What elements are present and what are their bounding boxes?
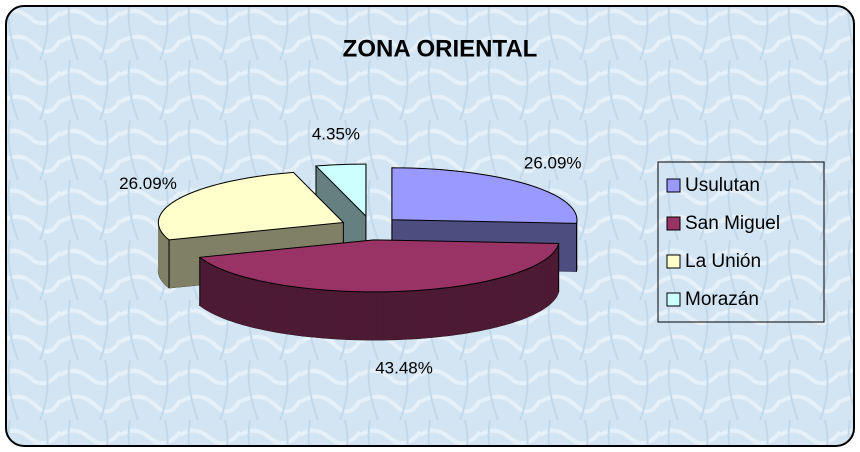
slice-side [456, 285, 462, 335]
legend-swatch [666, 178, 681, 193]
slice-side [355, 291, 362, 341]
slice-side [470, 282, 477, 333]
legend [657, 161, 825, 323]
slice-side [441, 287, 448, 337]
slice-side [540, 260, 543, 312]
slice-side [404, 290, 411, 340]
slice-side [537, 262, 541, 313]
slice [157, 171, 345, 241]
chart-title: ZONA ORIENTAL [343, 35, 538, 62]
data-label: 4.35% [312, 124, 360, 143]
slice-side [371, 291, 378, 341]
slice-side [420, 289, 427, 339]
slice-side [446, 286, 453, 337]
slice-side [523, 268, 527, 320]
slice [198, 239, 560, 293]
slice-side [377, 291, 384, 341]
slice-side [508, 273, 514, 324]
slice-side [366, 291, 373, 341]
slice-side [393, 291, 400, 340]
slice-side [529, 266, 533, 317]
slice-side [360, 291, 367, 341]
slice-side [488, 279, 494, 329]
slice-side [328, 289, 335, 339]
slice-side [398, 290, 406, 340]
slice-side [480, 281, 486, 331]
slice-side [519, 270, 524, 321]
slice-side [333, 290, 340, 340]
legend-swatch [666, 254, 681, 269]
data-label: 43.48% [375, 359, 433, 378]
slice-side [431, 288, 437, 338]
slice-side [409, 290, 416, 340]
slice-side [501, 276, 506, 326]
legend-label: Usulutan [685, 175, 760, 196]
slice [391, 167, 578, 224]
slice-side [388, 291, 395, 341]
slice-side [532, 264, 536, 316]
slice-side [322, 289, 329, 339]
slice-side [526, 267, 530, 318]
slice-side [317, 289, 324, 339]
slice-side [307, 288, 313, 338]
legend-label: La Unión [685, 251, 761, 272]
slice [314, 163, 367, 218]
legend-swatch [666, 292, 681, 307]
slice-side [338, 290, 345, 340]
slice-side [497, 277, 502, 328]
slice-side [512, 272, 517, 323]
data-label: 26.09% [524, 153, 582, 172]
slice-side [344, 290, 351, 340]
slice-side [505, 274, 510, 325]
slice-side [516, 271, 521, 322]
data-label: 26.09% [119, 174, 177, 193]
slice-side [312, 288, 319, 338]
slice-side [534, 263, 539, 314]
slice-side [484, 280, 490, 330]
slice-side [451, 286, 458, 336]
slice-side [415, 289, 422, 339]
slice-side [466, 283, 472, 334]
legend-label: Morazán [685, 289, 759, 310]
slice-side [475, 282, 481, 332]
slice-side [544, 257, 548, 309]
slice-side [382, 291, 389, 341]
legend-swatch [666, 216, 681, 231]
legend-label: San Miguel [685, 213, 780, 234]
slice-side [425, 289, 432, 339]
slice-side [493, 278, 498, 329]
slice-side [349, 291, 356, 340]
slice-side [461, 284, 467, 335]
slice-side [436, 287, 443, 338]
slice-side [542, 259, 546, 310]
